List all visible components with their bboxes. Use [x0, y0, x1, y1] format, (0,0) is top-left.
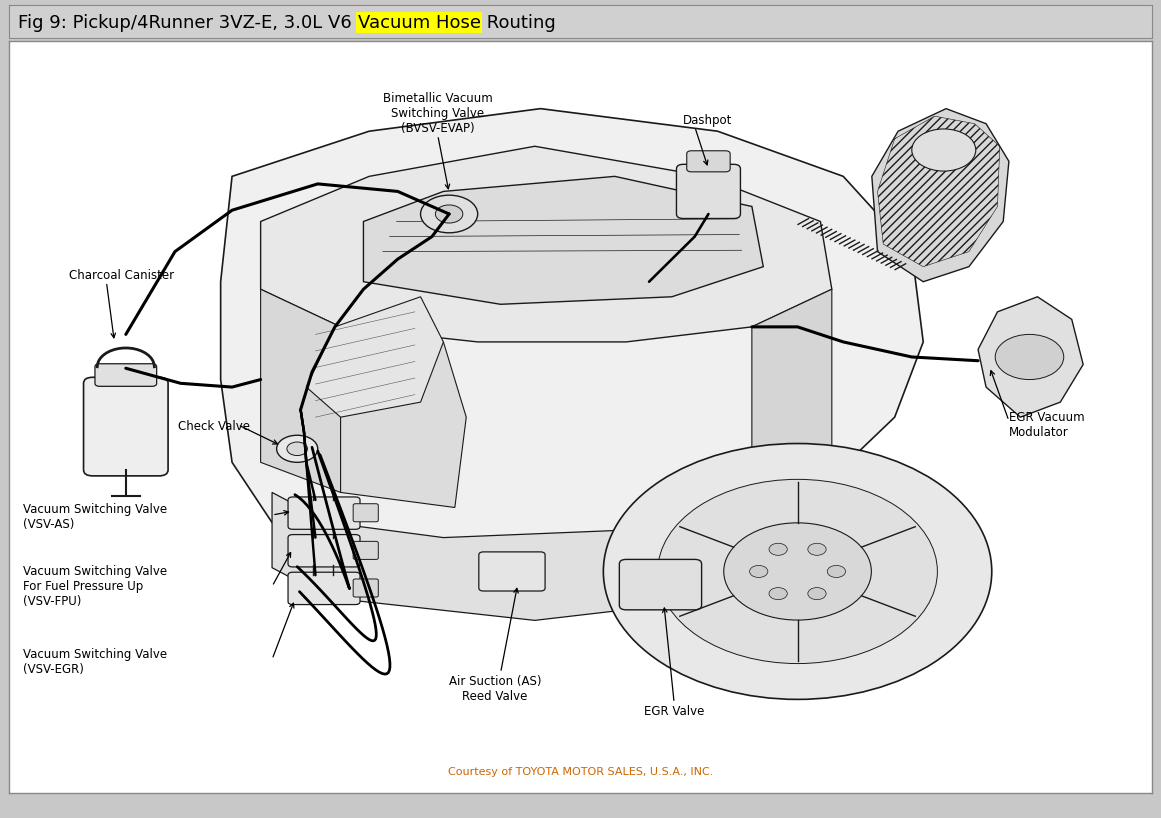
FancyBboxPatch shape [288, 497, 360, 529]
Text: Courtesy of TOYOTA MOTOR SALES, U.S.A., INC.: Courtesy of TOYOTA MOTOR SALES, U.S.A., … [448, 767, 713, 777]
Polygon shape [752, 290, 831, 507]
FancyBboxPatch shape [353, 542, 378, 560]
Circle shape [828, 565, 845, 578]
FancyBboxPatch shape [687, 151, 730, 172]
FancyBboxPatch shape [353, 579, 378, 597]
Polygon shape [272, 478, 809, 620]
Circle shape [995, 335, 1063, 380]
Text: Vacuum Switching Valve
For Fuel Pressure Up
(VSV-FPU): Vacuum Switching Valve For Fuel Pressure… [23, 565, 167, 608]
Circle shape [435, 205, 463, 223]
Circle shape [723, 523, 872, 620]
Text: Vacuum Switching Valve
(VSV-AS): Vacuum Switching Valve (VSV-AS) [23, 502, 167, 531]
Polygon shape [978, 297, 1083, 417]
FancyBboxPatch shape [619, 560, 701, 610]
Polygon shape [340, 327, 467, 507]
Text: EGR Valve: EGR Valve [644, 704, 705, 717]
Circle shape [276, 435, 318, 462]
Polygon shape [221, 109, 923, 598]
Text: Air Suction (AS)
Reed Valve: Air Suction (AS) Reed Valve [448, 675, 541, 703]
Circle shape [287, 442, 308, 456]
Text: Fig 9: Pickup/4Runner 3VZ-E, 3.0L V6: Fig 9: Pickup/4Runner 3VZ-E, 3.0L V6 [19, 14, 358, 32]
Circle shape [769, 587, 787, 600]
Polygon shape [363, 177, 763, 304]
Polygon shape [307, 297, 444, 417]
Text: EGR Vacuum
Modulator: EGR Vacuum Modulator [1009, 411, 1084, 438]
FancyBboxPatch shape [478, 552, 545, 591]
Circle shape [420, 196, 477, 233]
Text: Check Valve: Check Valve [179, 420, 251, 433]
FancyBboxPatch shape [288, 535, 360, 567]
Text: Charcoal Canister: Charcoal Canister [68, 269, 174, 281]
FancyBboxPatch shape [288, 573, 360, 605]
Circle shape [604, 443, 991, 699]
FancyBboxPatch shape [677, 164, 741, 218]
Text: Dashpot: Dashpot [684, 115, 733, 128]
Circle shape [808, 543, 827, 555]
FancyBboxPatch shape [95, 364, 157, 386]
Text: Routing: Routing [481, 14, 556, 32]
Polygon shape [260, 290, 340, 492]
Circle shape [769, 543, 787, 555]
FancyBboxPatch shape [353, 504, 378, 522]
Polygon shape [872, 109, 1009, 281]
Text: Vacuum Hose: Vacuum Hose [358, 14, 481, 32]
Circle shape [911, 129, 975, 171]
Text: Bimetallic Vacuum
Switching Valve
(BVSV-EVAP): Bimetallic Vacuum Switching Valve (BVSV-… [383, 92, 492, 135]
Text: Vacuum Switching Valve
(VSV-EGR): Vacuum Switching Valve (VSV-EGR) [23, 648, 167, 676]
Circle shape [808, 587, 827, 600]
Circle shape [750, 565, 767, 578]
Circle shape [658, 479, 937, 663]
Polygon shape [260, 146, 831, 342]
FancyBboxPatch shape [84, 377, 168, 476]
